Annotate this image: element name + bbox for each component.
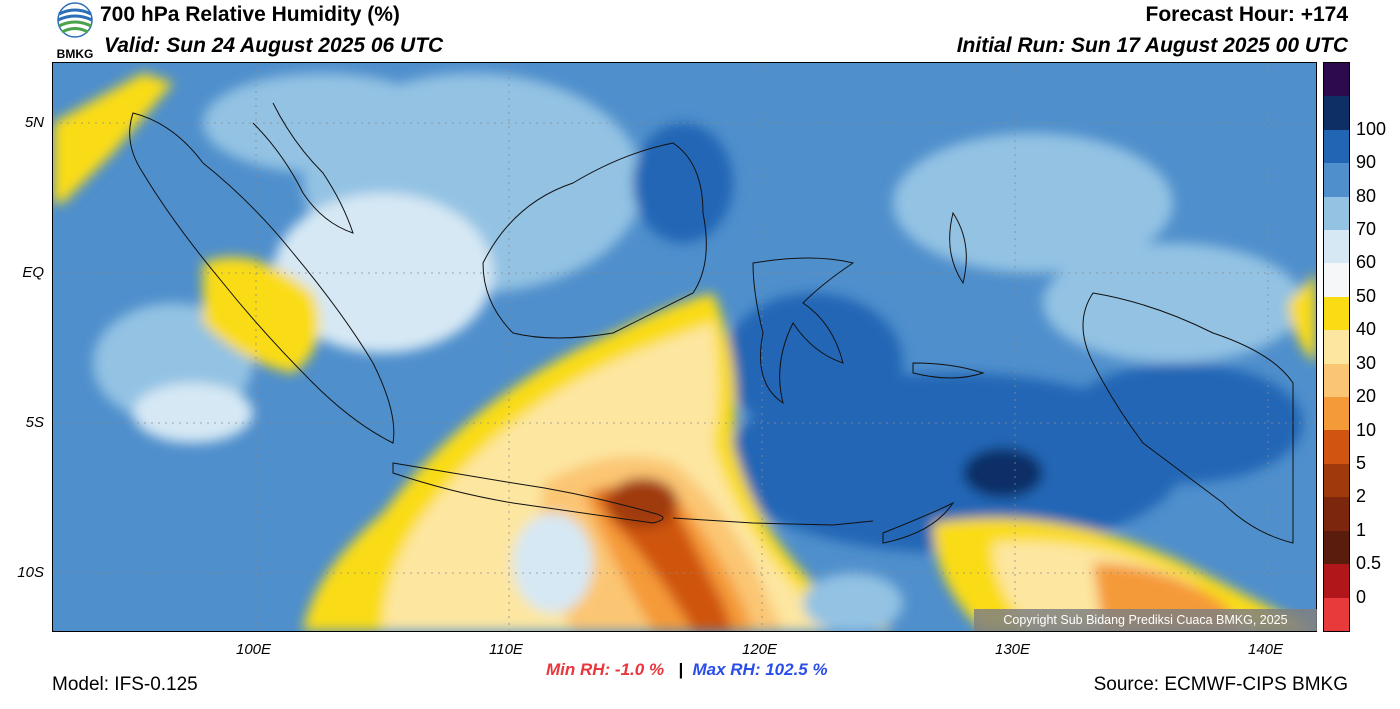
colorbar-label: 5	[1356, 452, 1367, 473]
max-rh: Max RH: 102.5 %	[692, 660, 828, 679]
colorbar-label: 10	[1356, 419, 1377, 440]
logo-text: BMKG	[57, 47, 94, 60]
colorbar-label: 30	[1356, 352, 1377, 373]
colorbar-segment	[1324, 597, 1349, 631]
colorbar-label: 0.5	[1356, 553, 1382, 574]
forecast-hour: Forecast Hour: +174	[1145, 3, 1349, 26]
lon-label: 120E	[742, 641, 778, 658]
rh-stats: Min RH: -1.0 % | Max RH: 102.5 %	[546, 660, 828, 680]
colorbar-segment	[1324, 63, 1349, 97]
chart-title: 700 hPa Relative Humidity (%)	[100, 3, 400, 26]
colorbar-segment	[1324, 96, 1349, 130]
colorbar-segment	[1324, 564, 1349, 598]
min-rh: Min RH: -1.0 %	[546, 660, 665, 679]
lat-label: EQ	[22, 264, 44, 281]
data-source: Source: ECMWF-CIPS BMKG	[1093, 674, 1348, 695]
copyright-notice: Copyright Sub Bidang Prediksi Cuaca BMKG…	[974, 609, 1317, 631]
colorbar-segment	[1324, 363, 1349, 398]
coastlines	[129, 102, 1294, 544]
initial-run: Initial Run: Sun 17 August 2025 00 UTC	[956, 34, 1348, 57]
colorbar-segment	[1324, 230, 1349, 264]
colorbar-label: 20	[1356, 386, 1377, 407]
colorbar-label: 50	[1356, 285, 1377, 306]
valid-time: Valid: Sun 24 August 2025 06 UTC	[104, 34, 444, 57]
lon-label: 110E	[489, 641, 523, 658]
colorbar-segment	[1324, 263, 1349, 297]
colorbar-label: 80	[1356, 185, 1377, 206]
colorbar-segment	[1324, 129, 1349, 164]
model-name: Model: IFS-0.125	[52, 674, 198, 695]
colorbar-segment	[1324, 196, 1349, 231]
stats-separator: |	[678, 660, 684, 679]
colorbar-label: 90	[1356, 152, 1377, 173]
lat-label: 5S	[25, 414, 44, 431]
lon-label: 140E	[1248, 641, 1284, 658]
colorbar-segment	[1324, 330, 1349, 364]
colorbar-segment	[1324, 296, 1349, 331]
colorbar-label: 1	[1356, 519, 1367, 540]
humidity-map	[52, 62, 1317, 632]
colorbar-segment	[1324, 463, 1349, 498]
colorbar-label: 100	[1356, 118, 1387, 139]
lon-label: 100E	[236, 641, 272, 658]
colorbar-segment	[1324, 163, 1349, 197]
colorbar-segment	[1324, 530, 1349, 565]
colorbar-label: 0	[1356, 586, 1367, 607]
colorbar-label: 2	[1356, 486, 1367, 507]
colorbar	[1323, 62, 1350, 632]
bmkg-logo: BMKG	[52, 2, 98, 61]
colorbar-segment	[1324, 397, 1349, 431]
lon-label: 130E	[995, 641, 1031, 658]
colorbar-label: 70	[1356, 219, 1377, 240]
colorbar-label: 40	[1356, 319, 1377, 340]
lat-label: 5N	[24, 114, 44, 131]
colorbar-label: 60	[1356, 252, 1377, 273]
lat-label: 10S	[17, 564, 44, 581]
colorbar-segment	[1324, 430, 1349, 464]
colorbar-segment	[1324, 497, 1349, 531]
